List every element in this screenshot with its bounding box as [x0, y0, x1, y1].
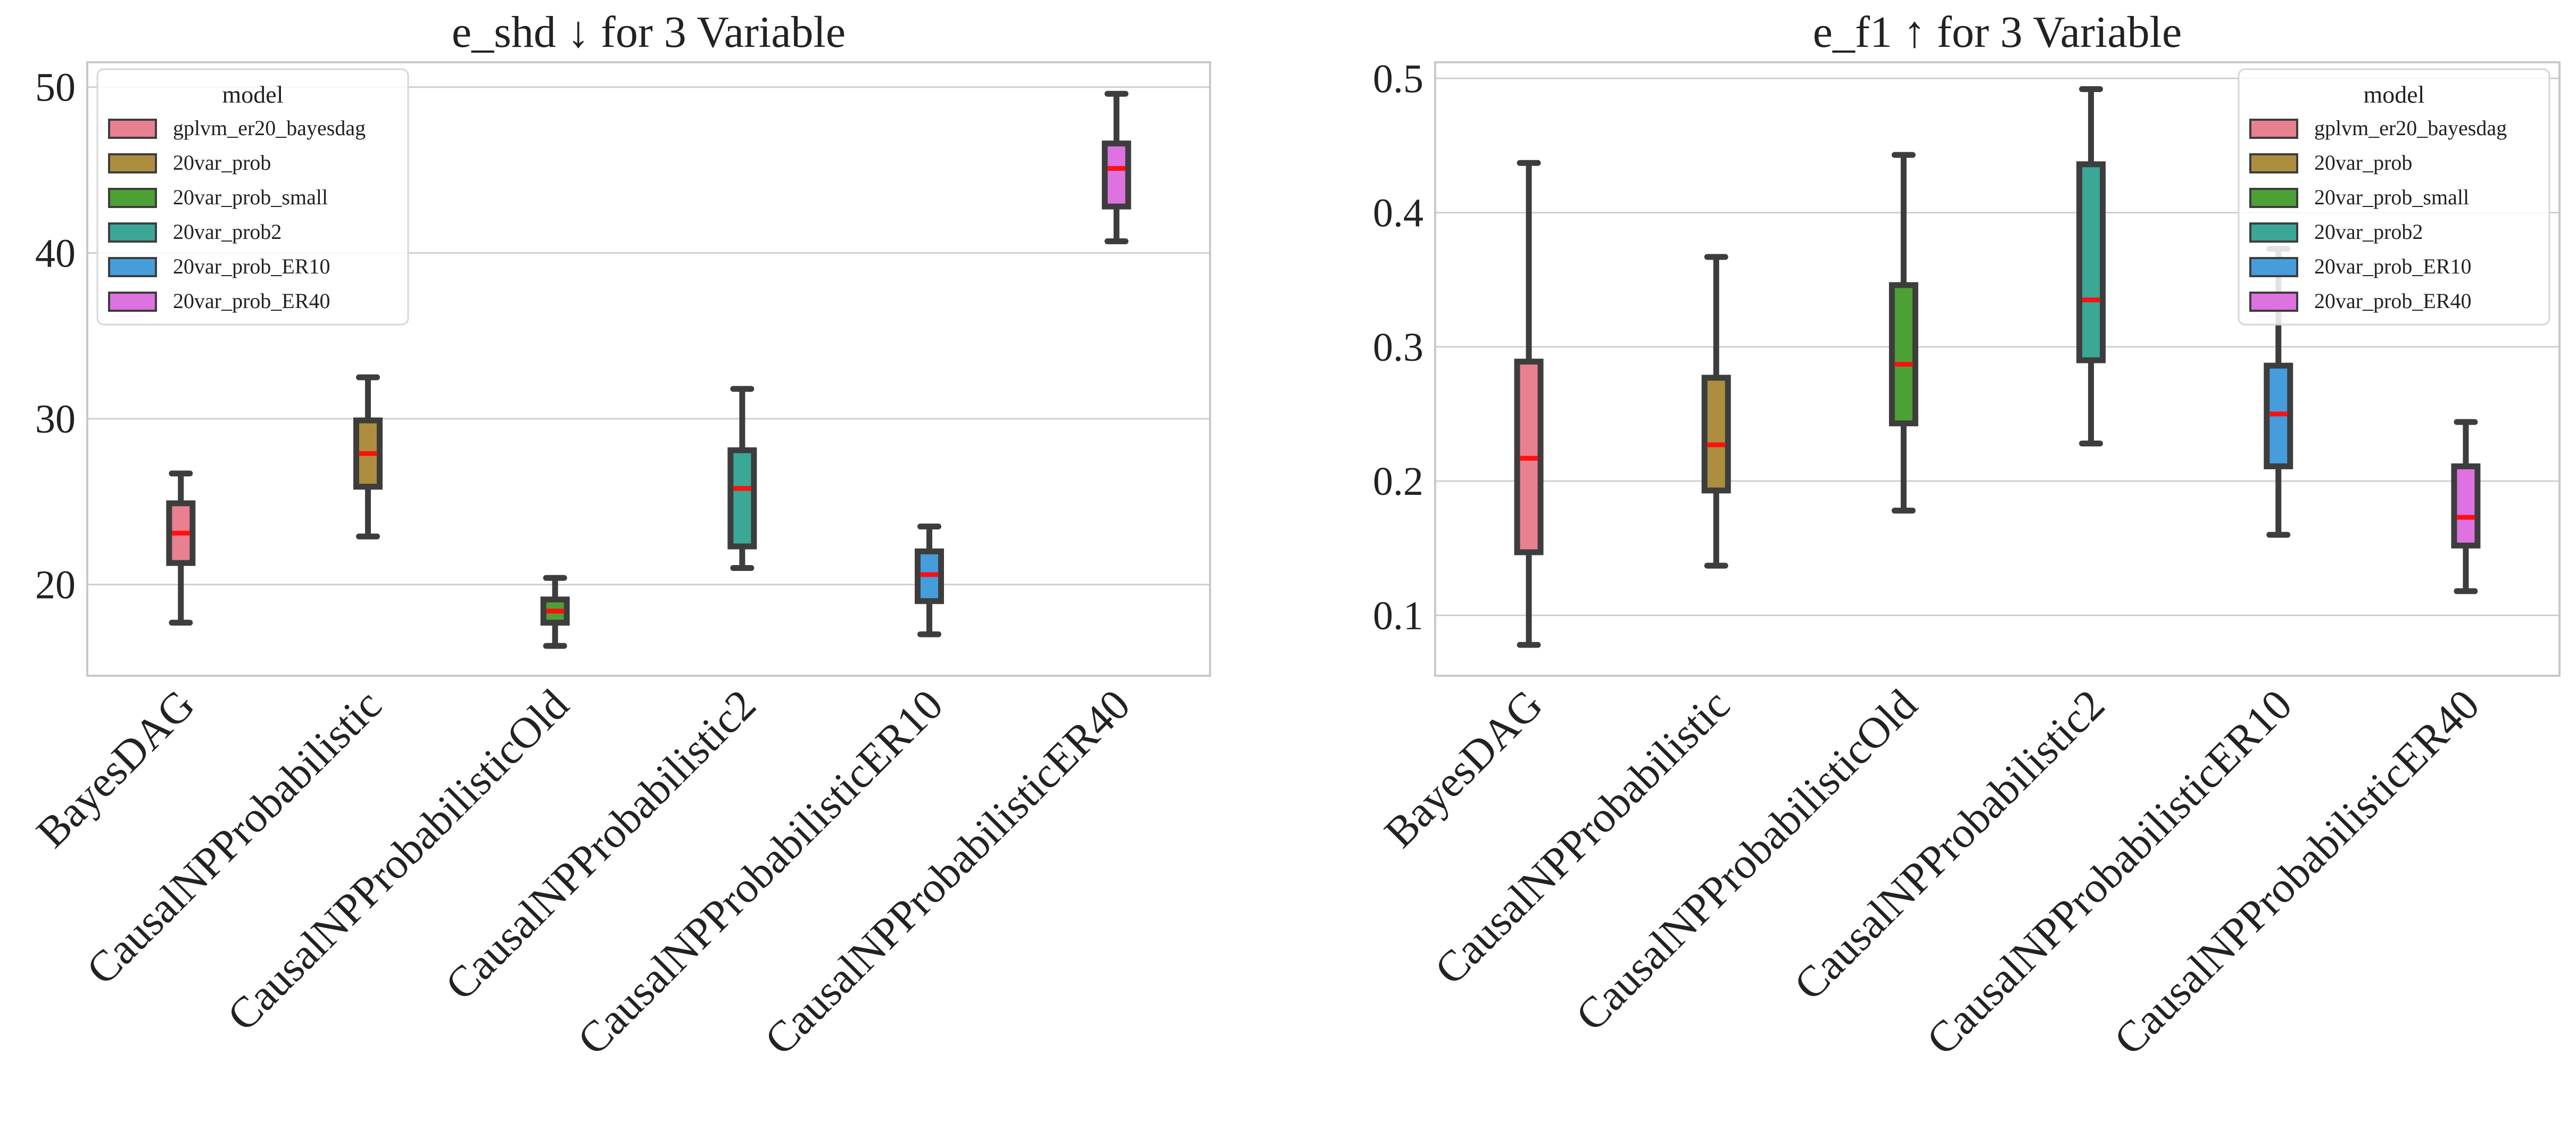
legend-swatch	[2249, 222, 2298, 243]
legend-swatch	[108, 222, 157, 243]
iqr-box	[1888, 282, 1918, 427]
legend-swatch	[108, 153, 157, 173]
x-tick-label: BayesDAG	[1375, 680, 1552, 857]
legend-label: gplvm_er20_bayesdag	[173, 116, 366, 140]
y-tick-label: 40	[35, 231, 76, 276]
legend-label: 20var_prob2	[2314, 220, 2423, 244]
legend-swatch	[2249, 119, 2298, 139]
chart-f1: 0.1 0.2 0.3 0.4 0.5 e_f1 ↑ for 3 Variable Baye…	[1373, 7, 2561, 1064]
legend-label: 20var_prob_ER10	[2314, 254, 2472, 278]
legend-swatch	[2249, 188, 2298, 208]
legend-frame	[2238, 68, 2550, 326]
box-CausalNPProbabilisticOld	[540, 575, 570, 649]
legend-swatch	[108, 188, 157, 208]
iqr-box	[727, 447, 757, 550]
box-BayesDAG	[1514, 160, 1544, 648]
legend-label: 20var_prob_small	[173, 185, 328, 209]
legend-label: 20var_prob_ER40	[173, 289, 330, 313]
plot-frame	[1434, 61, 2561, 677]
x-tick-label: CausalNPProbabilistic2	[1785, 680, 2114, 1009]
x-tick-label: CausalNPProbabilisticER40	[2105, 680, 2488, 1064]
chart-title: e_shd ↓ for 3 Variable	[452, 7, 846, 57]
x-tick-label: CausalNPProbabilisticER40	[755, 680, 1139, 1064]
legend-label: 20var_prob	[2314, 151, 2412, 175]
plot-frame	[86, 61, 1211, 677]
box-CausalNPProbabilistic2	[727, 386, 757, 571]
legend-label: 20var_prob_ER10	[173, 254, 330, 278]
box-CausalNPProbabilistic2	[2076, 86, 2106, 447]
x-tick-label: CausalNPProbabilistic2	[436, 680, 765, 1009]
legend: model gplvm_er20_bayesdag 20var_prob 20var_…	[96, 68, 409, 326]
legend-label: gplvm_er20_bayesdag	[2314, 116, 2507, 140]
x-tick-label: BayesDAG	[27, 680, 204, 857]
y-tick-label: 0.4	[1373, 191, 1423, 236]
iqr-box	[2451, 463, 2481, 549]
legend-label: 20var_prob_small	[2314, 185, 2469, 209]
y-tick-label: 0.2	[1373, 459, 1423, 504]
box-CausalNPProbabilistic	[353, 374, 383, 540]
legend-swatch	[2249, 257, 2298, 277]
iqr-box	[1701, 375, 1731, 494]
legend-frame	[96, 68, 409, 326]
x-tick-label: CausalNPProbabilisticER10	[1917, 680, 2301, 1064]
legend-swatch	[2249, 292, 2298, 312]
box-CausalNPProbabilisticER10	[915, 524, 944, 637]
box-BayesDAG	[166, 470, 196, 626]
legend-label: 20var_prob	[173, 151, 271, 175]
box-CausalNPProbabilisticOld	[1888, 152, 1918, 514]
box-CausalNPProbabilistic	[1701, 254, 1731, 569]
chart-title: e_f1 ↑ for 3 Variable	[1813, 7, 2182, 57]
y-tick-label: 0.5	[1373, 56, 1423, 101]
box-CausalNPProbabilisticER40	[2451, 419, 2481, 594]
legend: model gplvm_er20_bayesdag 20var_prob 20var_…	[2238, 68, 2550, 326]
y-tick-label: 50	[35, 65, 76, 110]
box-CausalNPProbabilisticER40	[1101, 90, 1131, 245]
y-tick-label: 20	[35, 563, 76, 608]
iqr-box	[2076, 161, 2106, 363]
y-tick-label: 0.1	[1373, 593, 1423, 638]
legend-swatch	[108, 292, 157, 312]
y-tick-label: 30	[35, 397, 76, 442]
legend-title: model	[222, 81, 284, 108]
iqr-box	[1101, 140, 1131, 210]
legend-swatch	[108, 257, 157, 277]
legend-label: 20var_prob_ER40	[2314, 289, 2472, 313]
y-tick-label: 0.3	[1373, 325, 1423, 370]
x-tick-label: CausalNPProbabilisticER10	[568, 680, 952, 1064]
legend-title: model	[2364, 81, 2425, 108]
x-tick-label: CausalNPProbabilisticOld	[218, 680, 578, 1040]
legend-swatch	[2249, 153, 2298, 173]
legend-swatch	[108, 119, 157, 139]
x-tick-label: CausalNPProbabilisticOld	[1567, 680, 1926, 1040]
legend-label: 20var_prob2	[173, 220, 281, 244]
